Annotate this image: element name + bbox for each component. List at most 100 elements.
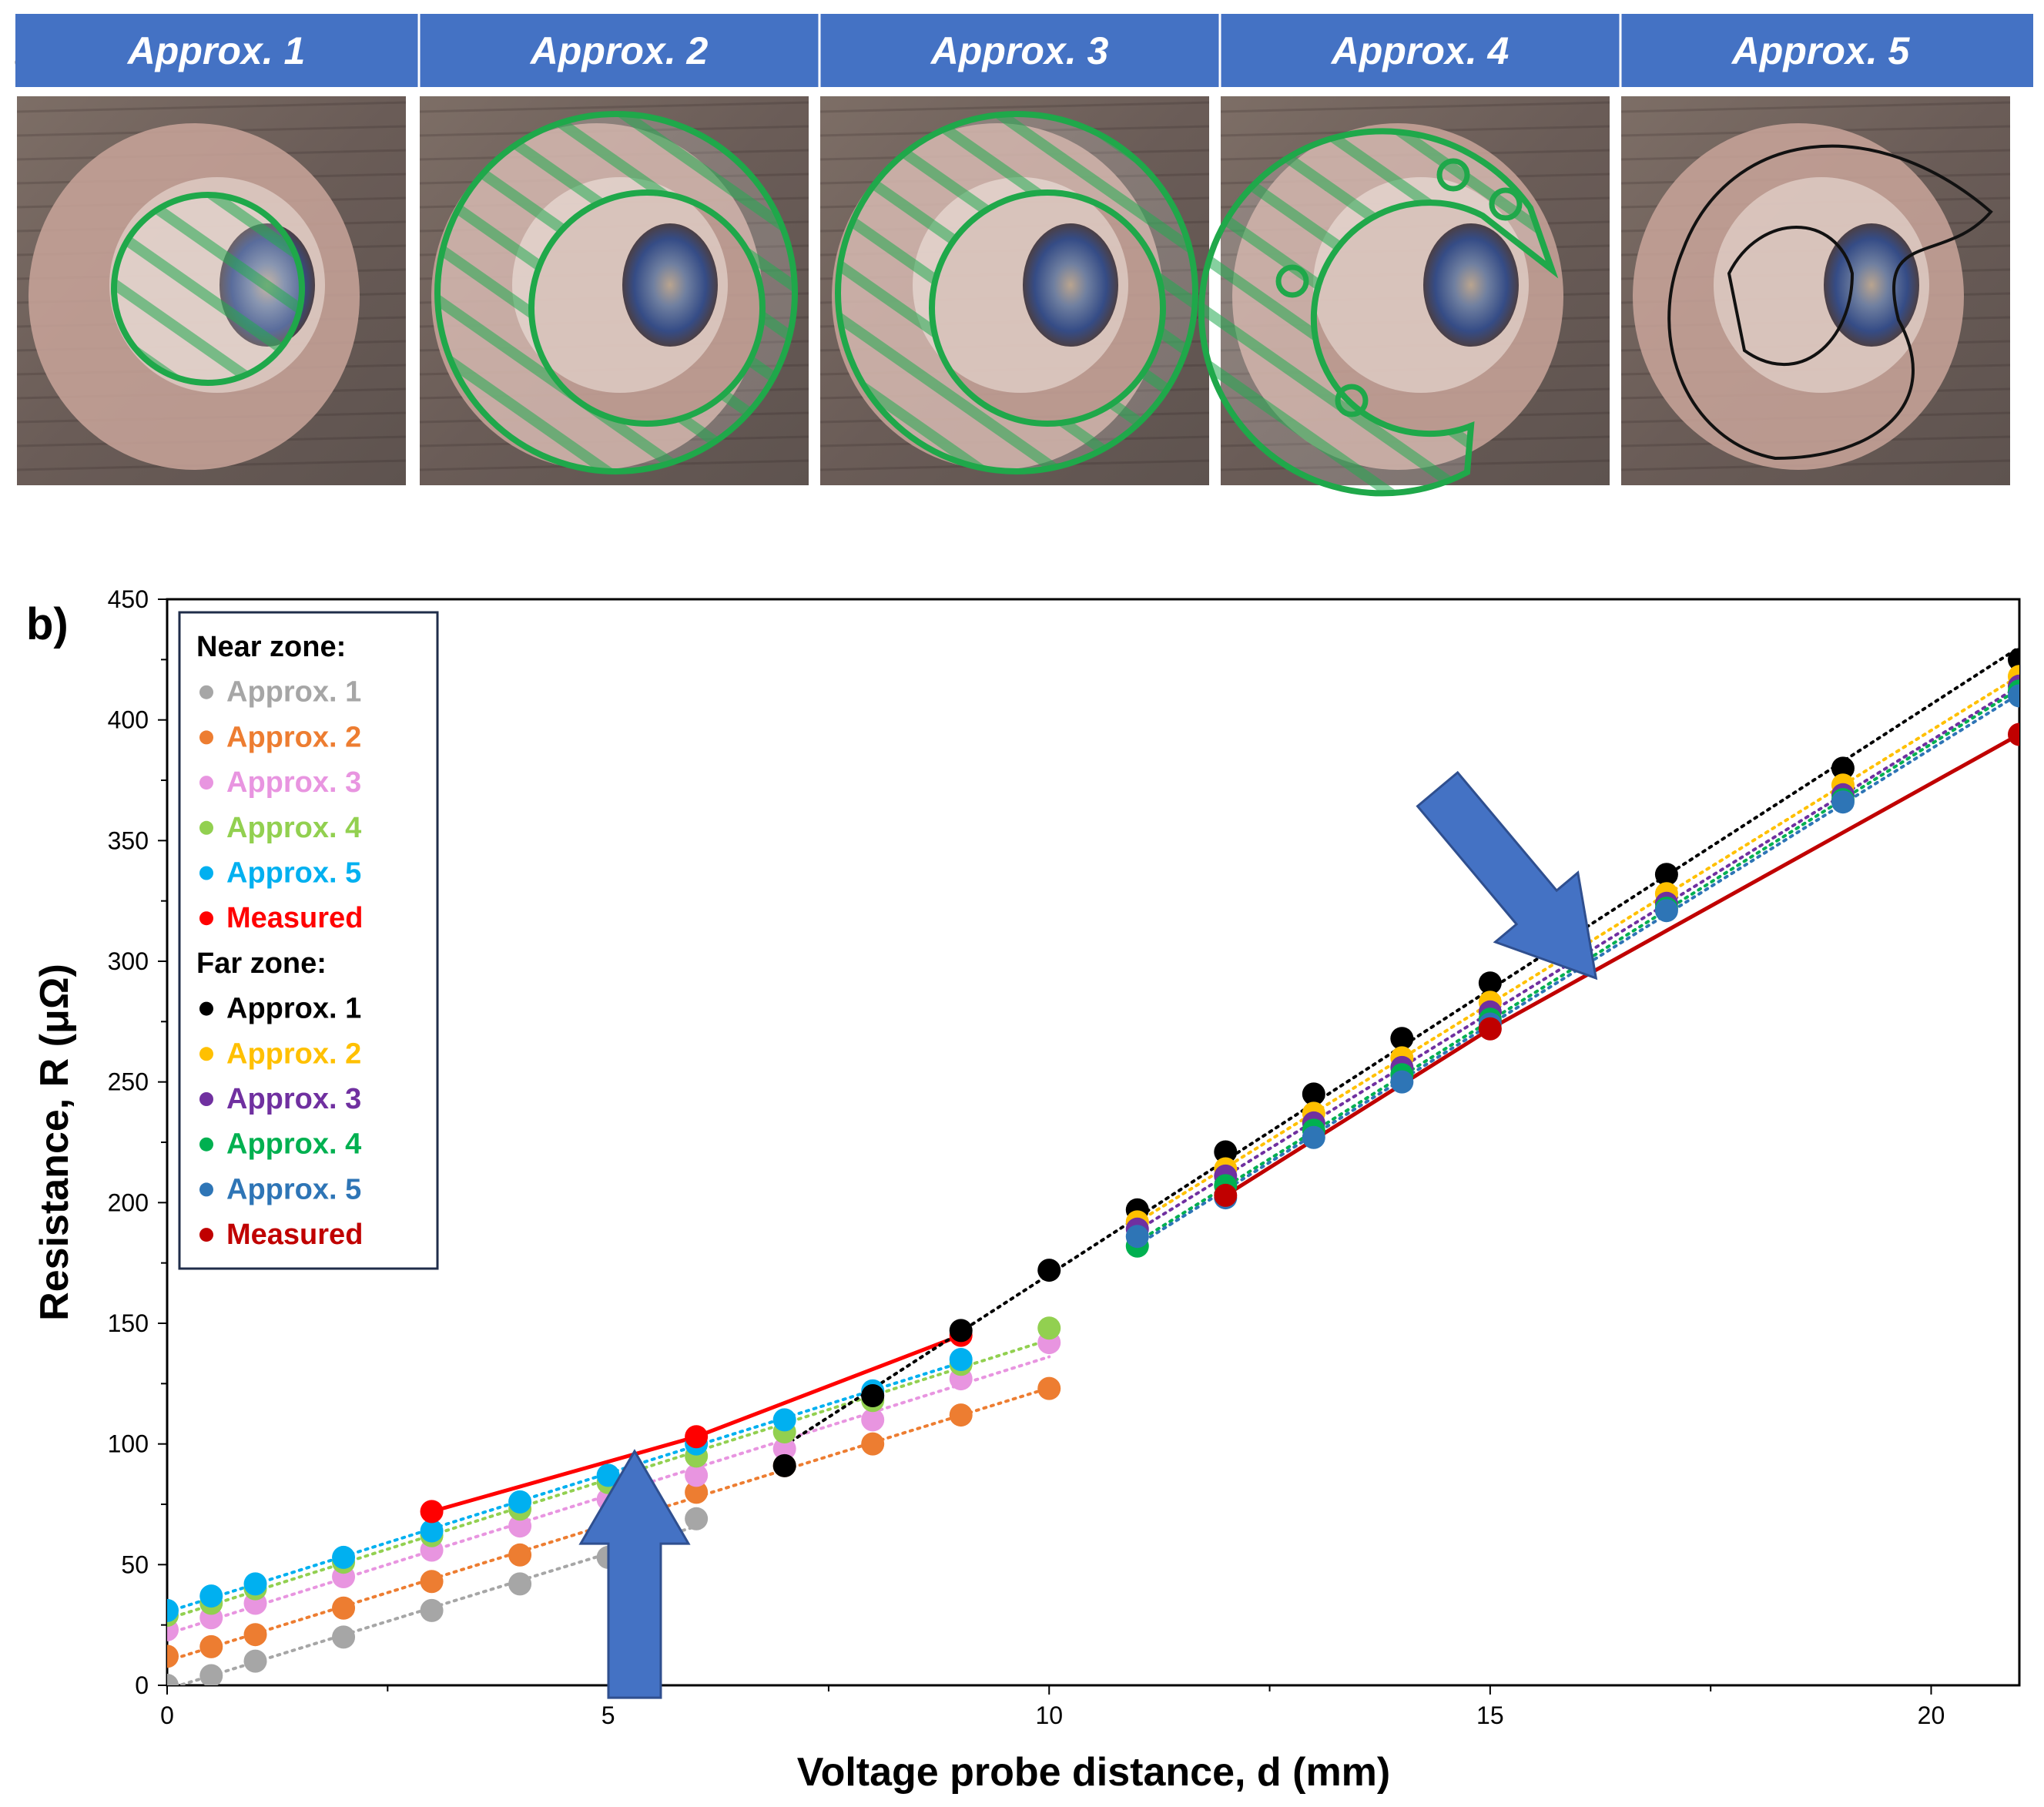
legend-near-heading: Near zone: <box>196 631 346 663</box>
legend-marker-far-approx-2 <box>199 1047 213 1061</box>
point-far-approx-1 <box>1037 1259 1061 1282</box>
y-tick-label: 100 <box>108 1430 149 1458</box>
header-approx-1: Approx. 1 <box>126 29 306 72</box>
point-near-approx-3 <box>772 1437 796 1460</box>
point-far-approx-1 <box>861 1384 885 1407</box>
legend-label-near-approx-3: Approx. 3 <box>226 766 361 799</box>
texture-line <box>16 101 407 113</box>
legend-label-far-approx-2: Approx. 2 <box>226 1038 361 1070</box>
point-near-approx-3 <box>508 1514 532 1538</box>
legend-label-far-approx-4: Approx. 4 <box>226 1128 361 1161</box>
y-tick-label: 150 <box>108 1309 149 1337</box>
point-near-approx-2 <box>949 1403 973 1427</box>
legend-marker-far-approx-1 <box>199 1001 213 1016</box>
y-tick-label: 250 <box>108 1068 149 1096</box>
x-tick-label: 5 <box>601 1701 615 1729</box>
point-near-approx-2 <box>1037 1376 1061 1400</box>
legend-label-near-approx-2: Approx. 2 <box>226 721 361 753</box>
outline-annulus <box>834 111 1199 474</box>
point-near-measured <box>685 1425 709 1449</box>
arrow-shape <box>1416 770 1598 981</box>
annotation-arrows <box>578 770 1598 1699</box>
header-approx-4: Approx. 4 <box>1330 29 1510 72</box>
legend-far-heading: Far zone: <box>196 947 327 980</box>
point-far-approx-5 <box>1831 790 1855 814</box>
legend-marker-near-approx-3 <box>199 776 213 790</box>
point-near-approx-2 <box>508 1543 532 1567</box>
point-far-approx-1 <box>1390 1027 1414 1051</box>
legend-label-near-measured: Measured <box>226 902 363 934</box>
photo-approx-5 <box>1620 96 2011 485</box>
arrow-shape <box>578 1449 691 1699</box>
point-near-approx-1 <box>685 1507 709 1530</box>
point-near-approx-1 <box>243 1649 267 1673</box>
contour-outline <box>1667 144 1993 461</box>
point-far-approx-5 <box>1654 899 1678 923</box>
header-row: Approx. 1 Approx. 2 Approx. 3 Approx. 4 Appr… <box>15 14 2033 87</box>
point-far-approx-5 <box>1302 1125 1325 1149</box>
hole-outline <box>1335 384 1369 417</box>
legend-marker-near-approx-5 <box>199 866 213 880</box>
point-near-approx-2 <box>420 1570 444 1594</box>
y-tick-label: 0 <box>135 1671 149 1699</box>
legend-box <box>178 611 439 1270</box>
x-tick-label: 20 <box>1918 1701 1945 1729</box>
legend: Near zone: Approx. 1 Approx. 2 Approx. 3 App… <box>178 611 439 1270</box>
legend-marker-near-approx-4 <box>199 820 213 835</box>
series-points <box>167 648 2019 1685</box>
legend-marker-far-approx-5 <box>199 1182 213 1197</box>
hole-outline <box>1436 158 1470 192</box>
outline-c-shape <box>1198 128 1559 497</box>
header-approx-3: Approx. 3 <box>930 29 1109 72</box>
legend-label-far-measured: Measured <box>226 1219 363 1251</box>
legend-marker-far-approx-4 <box>199 1137 213 1152</box>
point-near-approx-3 <box>685 1463 709 1487</box>
electrode-dimple <box>1423 223 1519 347</box>
header-approx-2: Approx. 2 <box>529 29 709 72</box>
point-near-measured <box>420 1500 444 1524</box>
photo-approx-1 <box>16 96 407 485</box>
point-far-approx-1 <box>1478 971 1502 995</box>
texture-line <box>1620 101 2011 113</box>
photo-approx-4 <box>1198 96 1610 497</box>
point-far-measured <box>2008 722 2019 746</box>
x-axis-title: Voltage probe distance, d (mm) <box>797 1750 1390 1795</box>
point-far-approx-1 <box>1831 756 1855 780</box>
photo-row <box>16 96 2011 497</box>
legend-marker-near-approx-1 <box>199 685 213 699</box>
legend-label-near-approx-4: Approx. 4 <box>226 812 361 844</box>
photo-approx-2 <box>419 96 809 485</box>
point-near-approx-3 <box>861 1408 885 1432</box>
legend-label-far-approx-1: Approx. 1 <box>226 993 361 1025</box>
point-far-approx-1 <box>1654 863 1678 887</box>
point-near-approx-2 <box>243 1623 267 1647</box>
legend-label-near-approx-1: Approx. 1 <box>226 676 361 709</box>
x-tick-label: 0 <box>160 1701 174 1729</box>
header-approx-5: Approx. 5 <box>1731 29 1911 72</box>
point-near-approx-5 <box>167 1598 179 1622</box>
point-far-measured <box>1478 1017 1502 1041</box>
legend-label-near-approx-5: Approx. 5 <box>226 857 361 890</box>
point-near-approx-1 <box>508 1572 532 1596</box>
point-far-approx-1 <box>949 1319 973 1343</box>
y-tick-label: 450 <box>108 585 149 613</box>
arrow-1 <box>578 1449 691 1699</box>
texture-line <box>419 101 809 113</box>
legend-marker-far-approx-3 <box>199 1092 213 1106</box>
point-near-approx-5 <box>596 1463 620 1487</box>
texture-line <box>819 101 1210 113</box>
point-near-approx-2 <box>167 1644 179 1668</box>
point-near-approx-1 <box>332 1625 356 1649</box>
photo-approx-3 <box>819 96 1210 485</box>
legend-marker-near-approx-2 <box>199 730 213 745</box>
header-bar <box>15 14 2033 87</box>
panel-b-label: b) <box>26 599 69 649</box>
y-axis-title: Resistance, R (μΩ) <box>32 964 77 1321</box>
point-near-approx-2 <box>199 1634 223 1658</box>
x-tick-label: 15 <box>1476 1701 1504 1729</box>
outline-annulus <box>434 111 799 474</box>
point-far-approx-1 <box>1214 1140 1238 1164</box>
point-far-approx-5 <box>1390 1070 1414 1094</box>
